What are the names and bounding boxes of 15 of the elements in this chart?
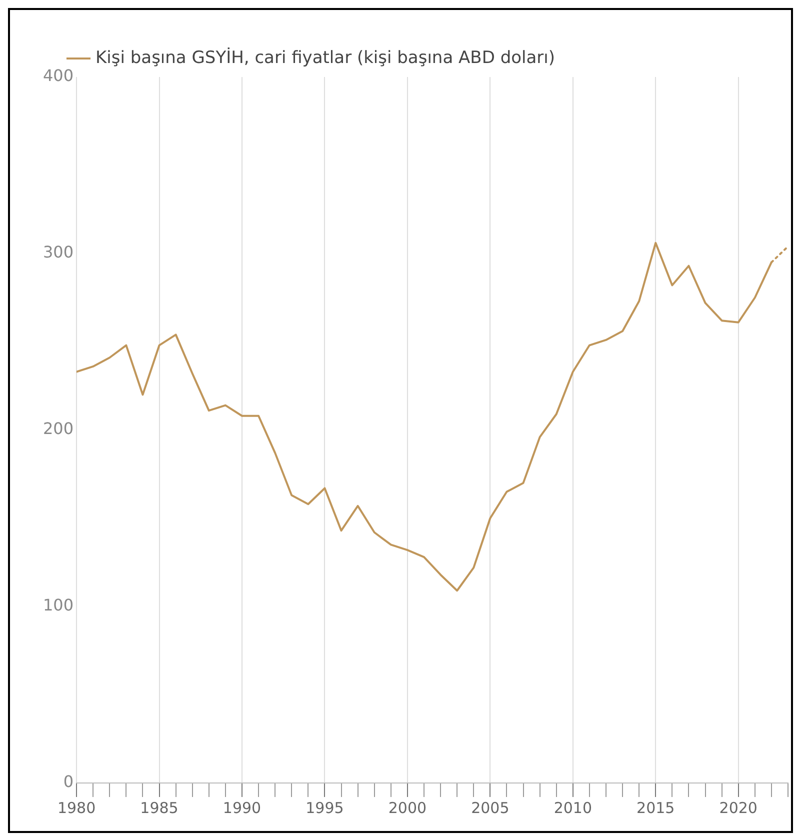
y-tick-label: 300 [42,242,74,262]
x-tick-label: 1995 [306,798,344,817]
y-tick-label: 0 [63,772,74,792]
x-tick-label: 2015 [636,798,675,817]
x-tick-label: 2000 [388,798,427,817]
x-tick-label: 1980 [57,798,96,817]
y-tick-label: 200 [42,419,74,438]
legend-label: Kişi başına GSYİH, cari fiyatlar (kişi başına ABD doları) [96,46,555,68]
x-tick-label: 1990 [222,798,262,817]
x-tick-label: 1985 [140,798,178,817]
x-tick-label: 2010 [554,798,592,817]
y-tick-label: 400 [42,66,74,86]
y-tick-label: 100 [42,596,74,615]
x-tick-label: 2020 [719,798,758,817]
x-tick-label: 2005 [471,798,510,817]
